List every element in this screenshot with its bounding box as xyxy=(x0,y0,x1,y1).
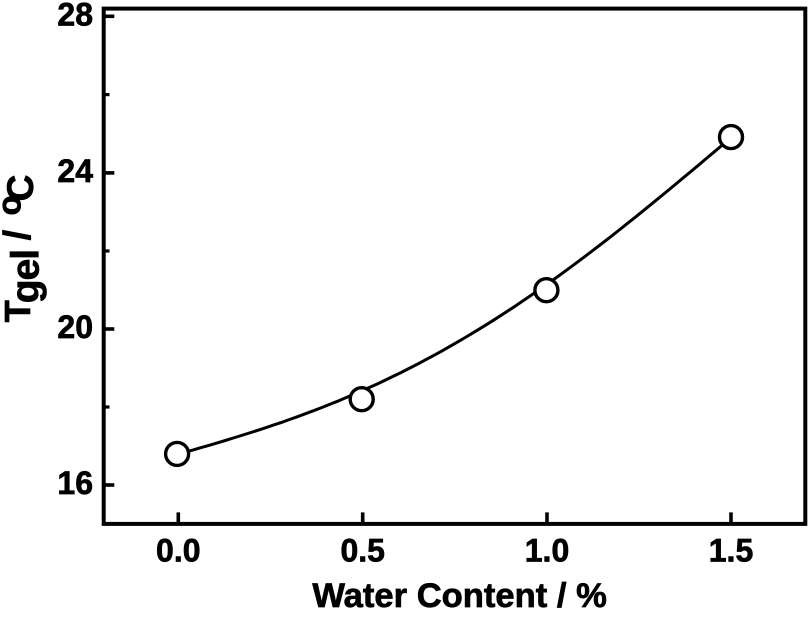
svg-text:Tgel / oC: Tgel / oC xyxy=(0,175,47,323)
svg-text:1.0: 1.0 xyxy=(525,532,569,568)
svg-text:Water Content / %: Water Content / % xyxy=(312,577,607,615)
svg-text:24: 24 xyxy=(57,153,93,189)
svg-text:20: 20 xyxy=(57,309,93,345)
svg-text:16: 16 xyxy=(57,465,93,501)
svg-text:0.5: 0.5 xyxy=(340,532,384,568)
svg-text:1.5: 1.5 xyxy=(709,532,753,568)
svg-text:28: 28 xyxy=(57,0,93,32)
svg-text:0.0: 0.0 xyxy=(156,532,200,568)
